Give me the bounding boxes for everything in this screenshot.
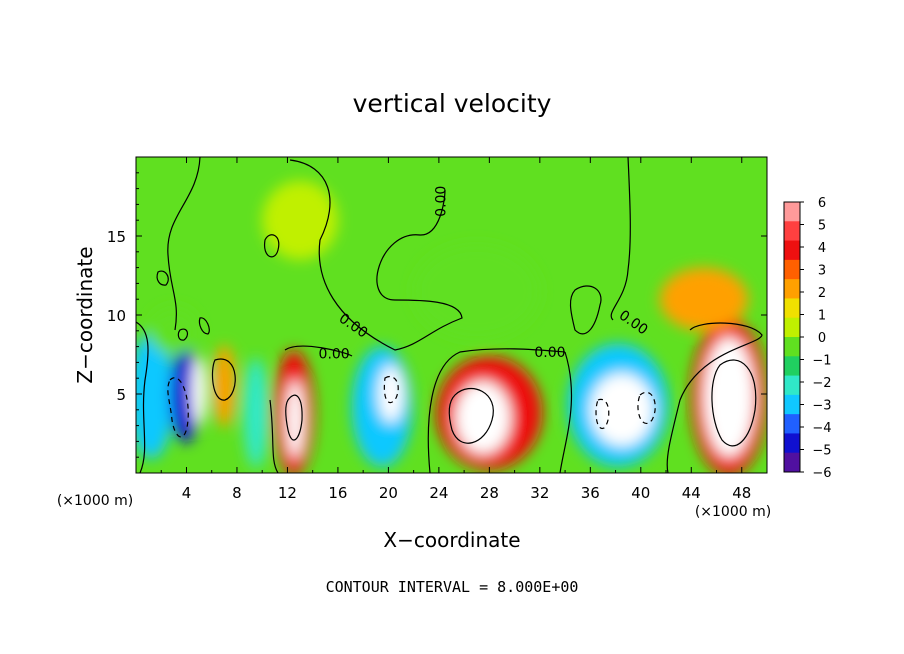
colorbar-swatch: [784, 356, 800, 377]
colorbar-swatch: [784, 202, 800, 222]
colorbar-tick-label: −1: [812, 354, 831, 369]
colorbar-tick-label: 6: [818, 196, 826, 211]
zero-contour: [269, 345, 353, 473]
zero-contour: [569, 285, 602, 335]
colorbar-swatch: [784, 240, 800, 261]
velocity-field: [136, 180, 767, 473]
downdraft-contour: [595, 398, 610, 429]
contour-lines: [136, 157, 763, 473]
chart-title: vertical velocity: [353, 89, 552, 118]
colorbar-tick-label: −3: [812, 399, 831, 414]
x-axis-label: X−coordinate: [383, 528, 520, 552]
field-cell-10: [455, 381, 511, 455]
x-unit-right: (×1000 m): [695, 504, 771, 520]
y-axis-label: Z−coordinate: [73, 246, 97, 383]
zero-contour: [167, 157, 201, 331]
y-tick-label: 15: [107, 228, 126, 246]
field-cell-3: [212, 345, 236, 428]
contour-label: 0.00: [534, 345, 565, 361]
x-tick-label: 40: [631, 484, 650, 502]
x-tick-label: 48: [732, 484, 751, 502]
x-tick-label: 20: [379, 484, 398, 502]
field-cell-17: [659, 267, 749, 331]
x-tick-label: 32: [530, 484, 549, 502]
zero-contour: [263, 234, 280, 258]
zero-contour: [559, 351, 573, 473]
zero-contour: [136, 321, 149, 473]
x-tick-label: 36: [581, 484, 600, 502]
zero-contour: [289, 159, 463, 351]
x-unit-left: (×1000 m): [57, 493, 133, 509]
zero-contour: [177, 328, 189, 341]
colorbar-swatch: [784, 259, 800, 280]
colorbar-swatch: [784, 279, 800, 299]
field-cell-16: [262, 180, 338, 260]
colorbar-tick-label: −6: [812, 466, 831, 481]
colorbar-tick-label: 0: [818, 331, 826, 346]
y-tick-label: 10: [107, 307, 126, 325]
zero-contour: [610, 157, 631, 321]
colorbar-tick-label: −4: [812, 421, 831, 436]
field-cell-4: [243, 357, 269, 469]
field-cell-18: [148, 307, 200, 355]
colorbar-tick-label: 5: [818, 219, 826, 234]
colorbar-swatch: [784, 298, 800, 319]
x-tick-label: 16: [328, 484, 347, 502]
contour-label: 0.00: [319, 347, 350, 363]
zero-contour: [198, 317, 210, 335]
y-tick-label: 5: [116, 386, 126, 404]
colorbar-tick-label: −2: [812, 376, 831, 391]
colorbar-tick-label: −5: [812, 444, 831, 459]
colorbar-tick-label: 3: [818, 264, 826, 279]
x-tick-label: 44: [682, 484, 701, 502]
zero-contour: [666, 322, 763, 473]
field-cell-0: [136, 332, 174, 459]
field-cell-8: [378, 365, 404, 423]
x-tick-label: 8: [232, 484, 242, 502]
colorbar-tick-label: 2: [818, 286, 826, 301]
x-tick-label: 24: [429, 484, 448, 502]
field-cell-12: [590, 373, 654, 447]
colorbar-swatch: [784, 221, 800, 242]
colorbar: 6 5 4 3 2 1 0 −1 −2 −3 −4 −5 −6: [783, 196, 832, 481]
field-cell-15: [413, 243, 540, 339]
field-cell-2: [191, 356, 207, 426]
zero-contour: [211, 358, 236, 401]
strong-updraft-contour: [285, 394, 303, 441]
strong-updraft-contour: [711, 359, 757, 447]
colorbar-swatch: [784, 452, 800, 473]
colorbar-swatch: [784, 337, 800, 357]
downdraft-contour: [383, 376, 399, 404]
x-tick-label: 4: [182, 484, 192, 502]
x-tick-label: 12: [278, 484, 297, 502]
field-cell-6: [286, 379, 304, 459]
downdraft-contour: [637, 391, 656, 424]
contour-label: 0.00: [433, 186, 449, 217]
colorbar-swatch: [784, 375, 800, 396]
colorbar-swatch: [784, 394, 800, 415]
x-tick-label: 28: [480, 484, 499, 502]
colorbar-swatch: [784, 317, 800, 338]
colorbar-swatch: [784, 433, 800, 454]
contour-interval-note: CONTOUR INTERVAL = 8.000E+00: [326, 578, 579, 596]
colorbar-swatch: [784, 414, 800, 434]
colorbar-tick-label: 4: [818, 241, 826, 256]
colorbar-tick-label: 1: [818, 309, 826, 324]
strong-updraft-contour: [448, 387, 494, 444]
zero-contour: [156, 270, 169, 286]
zero-contour: [427, 348, 566, 473]
